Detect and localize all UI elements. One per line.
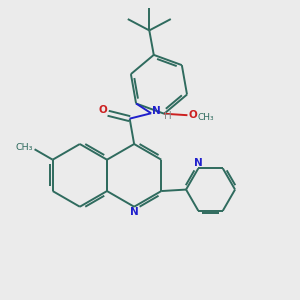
Text: N: N (194, 158, 203, 168)
Text: H: H (164, 111, 172, 121)
Text: O: O (188, 110, 197, 120)
Text: N: N (152, 106, 161, 116)
Text: CH₃: CH₃ (198, 113, 214, 122)
Text: N: N (130, 207, 139, 217)
Text: O: O (99, 105, 107, 115)
Text: CH₃: CH₃ (15, 143, 33, 152)
